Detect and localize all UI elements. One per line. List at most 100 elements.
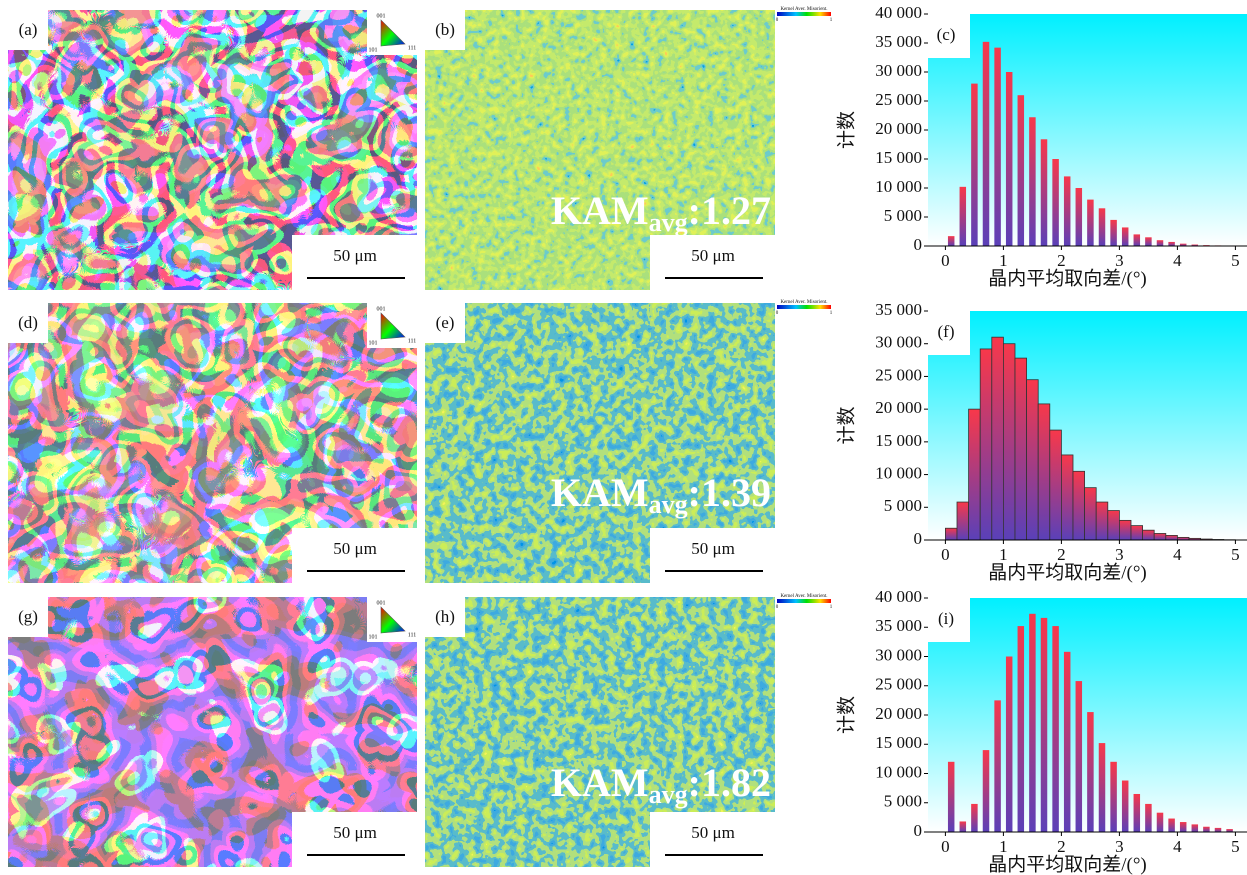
y-axis-label: 计数 <box>835 406 857 444</box>
bar <box>1203 826 1210 832</box>
y-tick-label: 35 000 <box>875 32 922 51</box>
bar <box>991 336 1004 541</box>
bar <box>959 186 967 246</box>
y-tick-label: 20 000 <box>875 119 922 138</box>
bar <box>1063 176 1071 246</box>
ipf-label: 101 <box>369 634 378 640</box>
bar <box>1214 827 1222 832</box>
bar <box>1168 241 1175 246</box>
colorbar <box>777 599 831 603</box>
bar <box>1098 208 1106 246</box>
bar <box>959 821 967 832</box>
bar <box>1029 613 1036 832</box>
panel-label: (g) <box>18 607 38 626</box>
x-tick-label: 3 <box>1115 545 1124 564</box>
label-box <box>8 303 48 343</box>
colorbar <box>777 12 831 16</box>
bar <box>1037 403 1051 541</box>
ipf-label: 001 <box>377 600 386 606</box>
x-tick-label: 0 <box>941 251 950 270</box>
kam-text: KAMavg:1.27 <box>551 188 771 237</box>
y-tick-label: 10 000 <box>875 463 922 482</box>
bar <box>1087 199 1094 246</box>
scale-bar-label: 50 μm <box>691 539 735 558</box>
y-tick-label: 15 000 <box>875 148 922 167</box>
bar <box>1107 510 1120 541</box>
colorbar-tick: 1 <box>830 311 833 316</box>
bar <box>982 750 990 832</box>
x-tick-label: 1 <box>999 251 1008 270</box>
bar <box>968 408 981 541</box>
x-tick-label: 0 <box>941 545 950 564</box>
y-tick-label: 15 000 <box>875 431 922 450</box>
kam-prefix: KAM <box>551 470 649 515</box>
label-box <box>8 10 48 50</box>
x-tick-label: 3 <box>1115 837 1124 856</box>
colorbar <box>777 305 831 309</box>
panel-label: (a) <box>19 20 38 39</box>
x-tick-label: 3 <box>1115 251 1124 270</box>
kam-prefix: KAM <box>551 760 649 805</box>
y-tick-label: 35 000 <box>875 300 922 319</box>
bar <box>1005 72 1013 246</box>
bar <box>1098 743 1106 832</box>
x-tick-label: 5 <box>1231 251 1240 270</box>
scale-bar-label: 50 μm <box>333 539 377 558</box>
bar <box>1110 219 1117 246</box>
y-tick-label: 0 <box>914 821 923 840</box>
bar <box>1075 188 1083 246</box>
bar <box>1145 237 1152 246</box>
bar <box>1156 240 1164 246</box>
panel-label: (f) <box>938 322 955 341</box>
y-tick-label: 5 000 <box>884 206 922 225</box>
kam-subscript: avg <box>649 780 688 809</box>
bar <box>1121 227 1129 246</box>
y-tick-label: 10 000 <box>875 762 922 781</box>
bar <box>1153 533 1167 541</box>
kam-subscript: avg <box>649 490 688 519</box>
bar <box>1142 529 1155 541</box>
bar <box>1017 626 1025 832</box>
x-tick-label: 2 <box>1057 837 1066 856</box>
x-tick-label: 2 <box>1057 545 1066 564</box>
x-tick-label: 5 <box>1231 837 1240 856</box>
ipf-label: 101 <box>369 47 378 53</box>
scale-bar-box <box>650 528 775 583</box>
y-tick-label: 25 000 <box>875 675 922 694</box>
kam-value: :1.82 <box>688 760 771 805</box>
bar <box>1168 818 1175 832</box>
y-axis-label: 计数 <box>835 696 857 734</box>
bar <box>956 501 970 541</box>
bar <box>947 761 955 832</box>
scale-bar-box <box>292 812 417 867</box>
y-tick-label: 10 000 <box>875 177 922 196</box>
bar <box>971 83 978 246</box>
scale-bar-label: 50 μm <box>691 823 735 842</box>
x-tick-label: 4 <box>1173 251 1182 270</box>
bar <box>1179 822 1187 832</box>
y-tick-label: 20 000 <box>875 704 922 723</box>
panel-label: (b) <box>435 20 455 39</box>
colorbar-title: Kernel Aver. Misorient. <box>780 300 827 305</box>
bar <box>1156 812 1164 832</box>
scale-bar-box <box>650 235 775 290</box>
y-tick-label: 40 000 <box>875 3 922 22</box>
panel-label: (d) <box>18 313 38 332</box>
colorbar-tick: 0 <box>776 18 779 23</box>
kam-value: :1.27 <box>688 188 771 233</box>
bar <box>1040 617 1048 832</box>
bar <box>1026 379 1039 541</box>
bar <box>1119 519 1132 541</box>
bar <box>1017 95 1025 246</box>
bar <box>1110 761 1117 832</box>
y-tick-label: 25 000 <box>875 90 922 109</box>
ipf-triangle <box>380 19 406 47</box>
scale-bar-box <box>292 235 417 290</box>
bar <box>994 700 1001 832</box>
y-tick-label: 5 000 <box>884 496 922 515</box>
bar <box>1075 681 1083 832</box>
colorbar-tick: 0 <box>776 311 779 316</box>
y-tick-label: 25 000 <box>875 365 922 384</box>
x-axis-label: 晶内平均取向差/(°) <box>988 561 1147 583</box>
